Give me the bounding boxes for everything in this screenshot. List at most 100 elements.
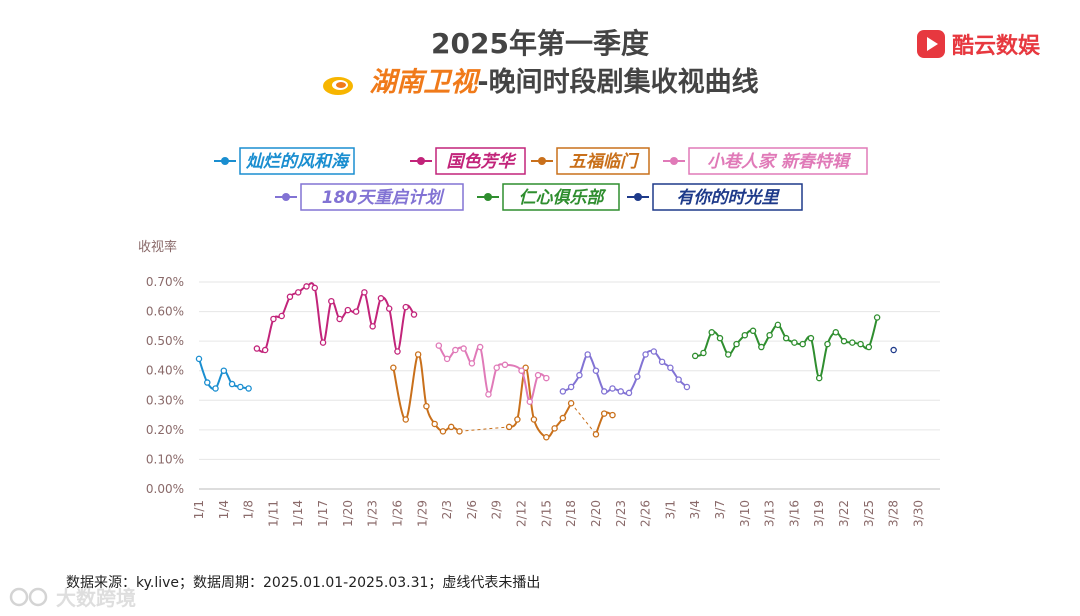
data-point xyxy=(311,284,319,292)
legend-marker xyxy=(670,157,678,165)
x-tick-label: 2/23 xyxy=(614,500,628,527)
data-point xyxy=(220,367,228,374)
data-point xyxy=(493,364,500,372)
x-tick-label: 1/4 xyxy=(217,500,231,519)
legend-marker xyxy=(282,193,290,201)
legend-box xyxy=(502,183,620,211)
dashed-segment xyxy=(570,402,597,435)
x-tick-label: 1/14 xyxy=(291,500,305,527)
data-point xyxy=(600,388,608,395)
data-point xyxy=(609,385,616,392)
dashed-segment xyxy=(459,426,510,432)
data-point xyxy=(336,315,343,323)
data-point xyxy=(634,373,641,380)
data-point xyxy=(485,391,492,398)
data-point xyxy=(204,379,211,386)
line-chart: 收视率 0.00% 0.10% 0.20% 0.30% 0.40% 0.50% 0.60% 0.… xyxy=(138,147,940,527)
data-point xyxy=(576,371,583,379)
data-point xyxy=(716,334,724,342)
data-point xyxy=(460,345,467,352)
x-tick-label: 1/17 xyxy=(316,500,330,527)
data-point xyxy=(700,349,707,357)
data-point xyxy=(559,388,567,395)
legend-marker xyxy=(634,193,642,201)
y-tick-label: 0.60% xyxy=(146,305,184,319)
data-point xyxy=(857,340,864,348)
data-point xyxy=(443,355,451,363)
data-point xyxy=(584,351,591,358)
x-tick-label: 3/1 xyxy=(663,500,677,519)
legend-box xyxy=(239,147,355,175)
x-tick-label: 1/1 xyxy=(192,500,206,519)
x-tick-label: 1/8 xyxy=(242,500,256,519)
data-point xyxy=(592,431,600,438)
x-tick-label: 3/30 xyxy=(911,500,925,527)
x-tick-label: 3/16 xyxy=(787,500,801,527)
data-point xyxy=(361,289,368,296)
x-tick-label: 3/7 xyxy=(713,500,727,519)
legend-label: 有你的时光里 xyxy=(677,188,781,208)
data-point xyxy=(650,348,658,355)
legend-box xyxy=(556,147,650,175)
legend-marker xyxy=(484,193,492,201)
x-tick-label: 2/9 xyxy=(490,500,504,519)
channel-name: 湖南卫视 xyxy=(369,67,478,98)
legend-label: 小巷人家 新春特辑 xyxy=(707,152,852,172)
data-point xyxy=(733,340,740,348)
data-point xyxy=(439,428,447,435)
data-point xyxy=(592,367,600,374)
data-point xyxy=(849,339,856,346)
data-point xyxy=(435,342,443,349)
data-point xyxy=(567,399,575,407)
data-point xyxy=(530,416,538,423)
data-point xyxy=(286,293,294,301)
x-tick-label: 3/10 xyxy=(738,500,752,527)
data-point xyxy=(385,305,393,312)
y-tick-label: 0.00% xyxy=(146,482,184,496)
data-point xyxy=(514,416,521,423)
data-point xyxy=(294,289,302,296)
data-point xyxy=(865,343,873,351)
data-point xyxy=(505,423,513,431)
data-point xyxy=(303,283,310,290)
y-tick-label: 0.40% xyxy=(146,364,184,378)
x-tick-label: 2/20 xyxy=(589,500,603,527)
data-point xyxy=(377,295,385,302)
y-tick-label: 0.30% xyxy=(146,393,184,407)
data-point xyxy=(708,329,715,336)
legend-label: 五福临门 xyxy=(569,152,640,172)
play-icon xyxy=(917,30,945,58)
data-point xyxy=(873,314,881,321)
x-tick-label: 2/18 xyxy=(564,500,578,527)
x-tick-label: 2/3 xyxy=(440,500,454,519)
x-tick-label: 2/12 xyxy=(515,500,529,527)
data-point xyxy=(782,334,790,342)
data-point xyxy=(522,364,529,372)
legend-box xyxy=(652,183,803,211)
data-point xyxy=(741,331,749,339)
data-point xyxy=(352,308,360,315)
watermark-text: 大数跨境 xyxy=(56,586,136,610)
data-point xyxy=(431,420,438,428)
data-point xyxy=(526,398,534,406)
data-point xyxy=(237,383,244,391)
title-rest: -晚间时段剧集收视曲线 xyxy=(477,67,759,98)
data-point xyxy=(691,352,699,360)
y-tick-label: 0.70% xyxy=(146,275,184,289)
data-point xyxy=(212,385,219,392)
data-point xyxy=(456,428,463,435)
data-point xyxy=(253,345,261,352)
legend-box xyxy=(688,147,868,175)
data-point xyxy=(402,303,409,311)
x-tick-label: 3/19 xyxy=(812,500,826,527)
x-tick-label: 2/6 xyxy=(465,500,479,519)
data-point xyxy=(625,389,633,397)
x-tick-label: 1/11 xyxy=(266,500,280,527)
x-tick-label: 1/29 xyxy=(415,500,429,527)
legend-marker xyxy=(221,157,229,165)
x-tick-label: 3/22 xyxy=(837,500,851,527)
y-axis-label: 收视率 xyxy=(138,239,177,255)
data-point xyxy=(683,383,691,391)
x-tick-label: 1/20 xyxy=(341,500,355,527)
x-tick-label: 1/26 xyxy=(390,500,404,527)
